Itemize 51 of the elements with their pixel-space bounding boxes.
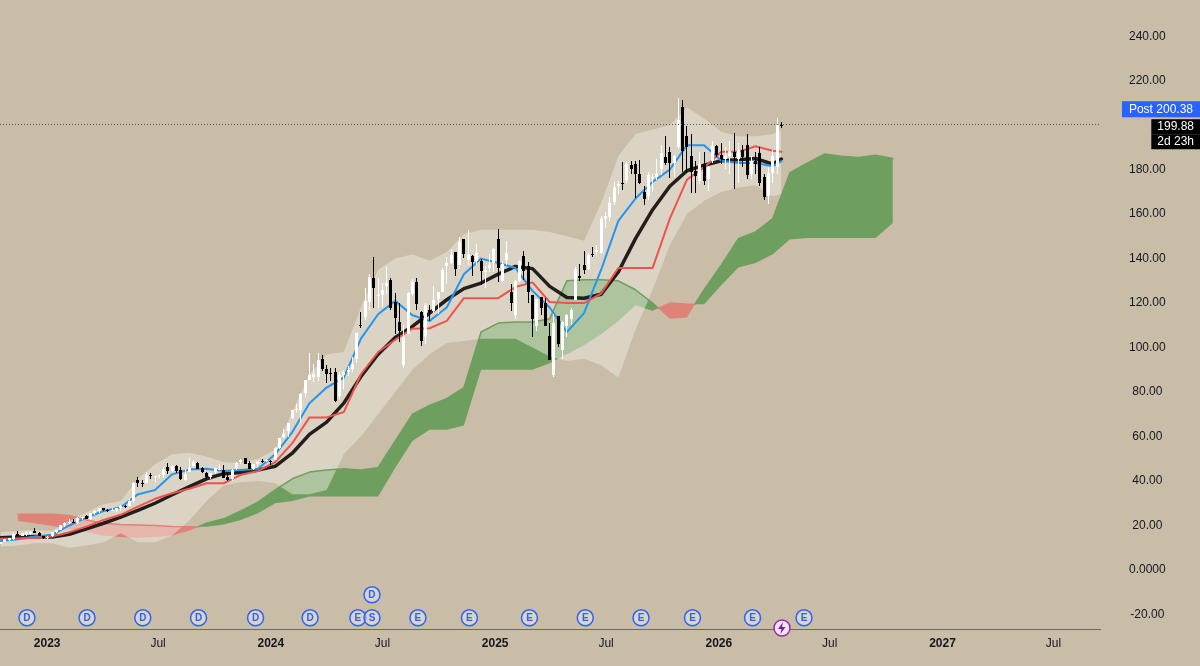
x-tick-label: 2025 bbox=[481, 636, 509, 651]
candlestick bbox=[484, 266, 487, 288]
candlestick bbox=[733, 133, 736, 189]
x-tick-label: Jul bbox=[822, 636, 838, 651]
text: 199.88 bbox=[1157, 119, 1195, 134]
annotation: E bbox=[466, 612, 474, 624]
annotation: S bbox=[368, 612, 376, 624]
y-tick-label: 20.00 bbox=[1132, 517, 1163, 532]
annotation: E bbox=[749, 612, 757, 624]
y-tick-label: 240.00 bbox=[1129, 28, 1167, 43]
candlestick bbox=[651, 174, 654, 192]
x-tick-label: Jul bbox=[150, 636, 166, 651]
y-tick-label: 60.00 bbox=[1132, 428, 1163, 443]
candlestick bbox=[377, 278, 380, 308]
x-tick-label: 2023 bbox=[33, 636, 61, 651]
annotation: E bbox=[526, 612, 534, 624]
y-tick-label: 180.00 bbox=[1129, 161, 1167, 176]
x-tick-label: Jul bbox=[598, 636, 614, 651]
annotation: E bbox=[414, 612, 422, 624]
x-tick-label: Jul bbox=[374, 636, 391, 651]
annotation: D bbox=[306, 612, 314, 624]
candlestick bbox=[329, 368, 332, 381]
x-tick-label: Jul bbox=[1045, 636, 1062, 651]
annotation: E bbox=[637, 612, 645, 624]
y-tick-label: 120.00 bbox=[1129, 295, 1167, 310]
x-tick-label: 2026 bbox=[705, 636, 733, 651]
y-tick-label: 160.00 bbox=[1129, 206, 1167, 221]
x-tick-label: 2024 bbox=[257, 636, 285, 651]
ref-line-label: Post 200.38 bbox=[1128, 101, 1194, 116]
annotation: D bbox=[23, 612, 31, 624]
annotation: E bbox=[581, 612, 589, 624]
annotation: D bbox=[194, 612, 203, 624]
candlestick bbox=[591, 247, 594, 257]
y-tick-label: 100.00 bbox=[1129, 339, 1167, 354]
candlestick bbox=[359, 312, 362, 328]
annotation: D bbox=[83, 612, 91, 624]
annotation: E bbox=[354, 612, 362, 624]
x-tick-label: 2027 bbox=[929, 636, 957, 651]
annotation: D bbox=[368, 589, 376, 601]
y-tick-label: 0.0000 bbox=[1129, 562, 1167, 577]
annotation: D bbox=[251, 612, 260, 624]
y-tick-label: 40.00 bbox=[1132, 473, 1163, 488]
annotation: E bbox=[689, 612, 697, 624]
text: 2d 23h bbox=[1157, 134, 1194, 149]
y-tick-label: 80.00 bbox=[1132, 384, 1163, 399]
annotation: E bbox=[800, 612, 808, 624]
y-tick-label: 140.00 bbox=[1129, 250, 1167, 265]
annotation: D bbox=[139, 612, 147, 624]
candlestick bbox=[621, 162, 624, 190]
y-tick-label: 220.00 bbox=[1129, 72, 1167, 87]
y-tick-label: -20.00 bbox=[1130, 606, 1165, 621]
